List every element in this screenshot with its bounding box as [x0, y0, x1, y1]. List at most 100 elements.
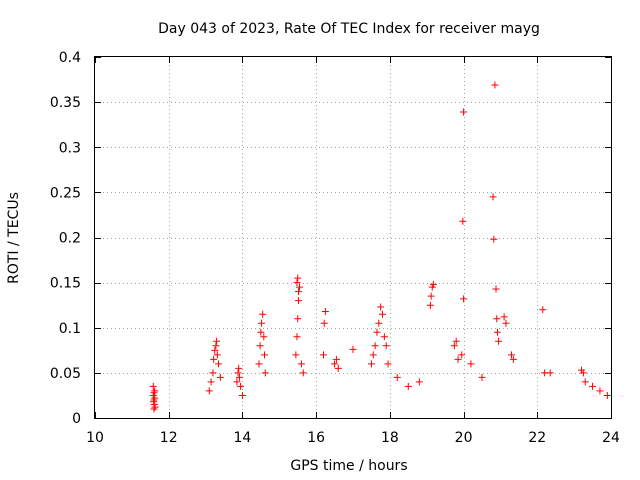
- y-tick-label: 0: [72, 411, 81, 427]
- data-point: [393, 373, 401, 381]
- data-point: [367, 360, 375, 368]
- x-tick-label: 24: [602, 430, 620, 446]
- data-point: [150, 405, 158, 413]
- data-point: [454, 355, 462, 363]
- data-point: [216, 373, 224, 381]
- data-point: [320, 351, 328, 359]
- x-tick-label: 14: [234, 430, 252, 446]
- data-point: [507, 351, 515, 359]
- data-point: [211, 346, 219, 354]
- data-point: [149, 391, 157, 399]
- plot-area-frame: [94, 56, 612, 419]
- data-point: [492, 285, 500, 293]
- data-point: [382, 342, 390, 350]
- data-point: [332, 355, 340, 363]
- y-axis-label: ROTI / TECUs: [6, 192, 22, 284]
- data-point: [293, 279, 301, 287]
- data-point: [297, 360, 305, 368]
- data-point: [415, 378, 423, 386]
- data-point: [210, 355, 218, 363]
- y-tick-label: 0.15: [50, 276, 81, 292]
- x-tick-label: 20: [455, 430, 473, 446]
- data-point: [349, 345, 357, 353]
- data-point: [299, 369, 307, 377]
- data-point: [493, 328, 501, 336]
- data-point: [260, 333, 268, 341]
- chart-title: Day 043 of 2023, Rate Of TEC Index for r…: [158, 21, 540, 37]
- data-point: [373, 328, 381, 336]
- y-tick-label: 0.35: [50, 95, 81, 111]
- data-point: [450, 342, 458, 350]
- data-point: [491, 81, 499, 89]
- data-point: [235, 373, 243, 381]
- data-point: [579, 369, 587, 377]
- data-point: [294, 274, 302, 282]
- data-point: [369, 351, 377, 359]
- x-tick-label: 16: [307, 430, 325, 446]
- data-point: [460, 108, 468, 116]
- data-point: [261, 369, 269, 377]
- data-point: [539, 306, 547, 314]
- gridlines: [95, 57, 611, 418]
- data-point: [603, 391, 611, 399]
- data-point: [458, 351, 466, 359]
- data-point: [426, 301, 434, 309]
- y-tick-label: 0.2: [59, 231, 81, 247]
- x-axis-label: GPS time / hours: [290, 458, 407, 474]
- data-point: [151, 403, 159, 411]
- data-point: [233, 378, 241, 386]
- x-tick-label: 18: [381, 430, 399, 446]
- data-point: [452, 337, 460, 345]
- data-point: [293, 333, 301, 341]
- data-point: [213, 351, 221, 359]
- data-point: [467, 360, 475, 368]
- data-point: [292, 351, 300, 359]
- x-tick-label: 22: [528, 430, 546, 446]
- axis-ticks: [95, 57, 612, 419]
- data-point: [214, 360, 222, 368]
- data-point: [151, 387, 159, 395]
- y-tick-labels: 0 0.05 0.1 0.15 0.2 0.25 0.3 0.35 0.4: [50, 50, 81, 427]
- data-point: [294, 315, 302, 323]
- data-point: [384, 360, 392, 368]
- data-point: [259, 310, 267, 318]
- data-point: [589, 382, 597, 390]
- data-point: [334, 364, 342, 372]
- data-point: [331, 360, 339, 368]
- y-tick-label: 0.3: [59, 140, 81, 156]
- data-point: [207, 378, 215, 386]
- data-point: [459, 217, 467, 225]
- data-point: [460, 295, 468, 303]
- data-point: [320, 319, 328, 327]
- data-point: [296, 283, 304, 291]
- data-point: [235, 364, 243, 372]
- data-point: [294, 297, 302, 305]
- data-points: [149, 81, 611, 413]
- data-point: [427, 292, 435, 300]
- x-tick-label: 10: [86, 430, 104, 446]
- data-point: [205, 387, 213, 395]
- data-point: [321, 308, 329, 316]
- data-point: [495, 337, 503, 345]
- data-point: [378, 310, 386, 318]
- data-point: [489, 193, 497, 201]
- y-tick-label: 0.1: [59, 321, 81, 337]
- data-point: [375, 319, 383, 327]
- data-point: [234, 369, 242, 377]
- data-point: [261, 351, 269, 359]
- data-point: [429, 280, 437, 288]
- data-point: [478, 373, 486, 381]
- data-point: [255, 360, 263, 368]
- data-point: [149, 382, 157, 390]
- data-point: [500, 313, 508, 321]
- data-point: [581, 378, 589, 386]
- y-tick-label: 0.4: [59, 50, 81, 66]
- data-point: [377, 303, 385, 311]
- data-point: [256, 342, 264, 350]
- data-point: [404, 382, 412, 390]
- data-point: [213, 337, 221, 345]
- data-point: [238, 391, 246, 399]
- data-point: [150, 396, 158, 404]
- data-point: [493, 315, 501, 323]
